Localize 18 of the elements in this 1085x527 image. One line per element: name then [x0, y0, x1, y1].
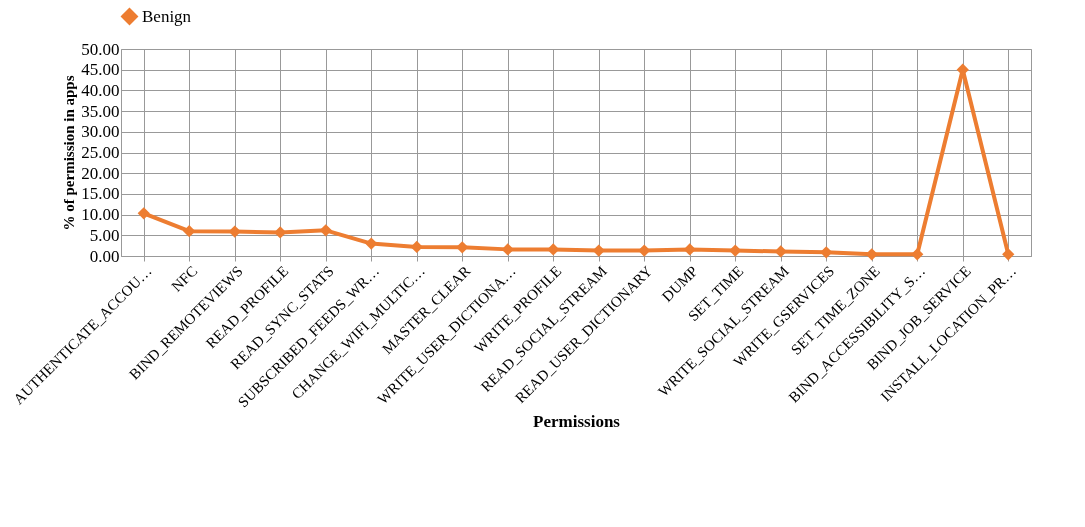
y-tick-label: 35.00 — [81, 101, 120, 121]
point — [137, 207, 150, 220]
point — [410, 240, 423, 254]
y-tick-label: 0.00 — [89, 246, 120, 266]
point — [911, 248, 924, 261]
y-tick-label: 45.00 — [81, 60, 120, 80]
x-axis-title: Permissions — [533, 412, 621, 432]
y-tick-label: 5.00 — [89, 225, 120, 245]
y-tick-label: 30.00 — [81, 122, 120, 142]
y-tick-label: 40.00 — [81, 80, 120, 100]
y-tick-label: 10.00 — [81, 205, 120, 225]
y-tick-label: 50.00 — [81, 39, 120, 59]
y-tick-label: 20.00 — [81, 163, 120, 183]
y-axis-title: % of permission in apps — [61, 75, 78, 231]
y-tick-label: 15.00 — [81, 184, 120, 204]
y-tick-label: 25.00 — [81, 143, 120, 162]
legend-label: Benign — [142, 6, 192, 26]
point — [1002, 248, 1015, 261]
